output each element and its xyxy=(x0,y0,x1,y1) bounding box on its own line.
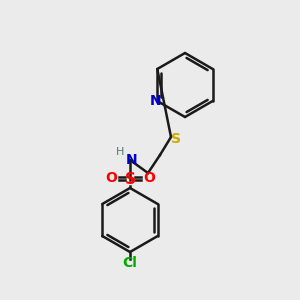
Text: H: H xyxy=(116,147,124,157)
Text: O: O xyxy=(105,171,117,185)
Text: N: N xyxy=(149,94,161,108)
Text: N: N xyxy=(126,153,138,167)
Text: S: S xyxy=(124,172,136,188)
Text: O: O xyxy=(143,171,155,185)
Text: S: S xyxy=(171,132,181,146)
Text: Cl: Cl xyxy=(123,256,137,270)
